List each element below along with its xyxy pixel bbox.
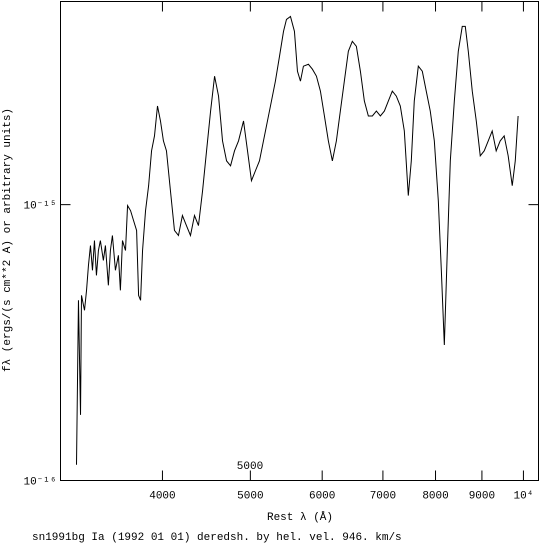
x-tick-label: 8000	[422, 491, 448, 503]
x-tick-label: 5000	[237, 491, 263, 503]
y-tick-label: 10⁻¹⁵	[23, 201, 56, 213]
x-tick-label: 7000	[370, 491, 396, 503]
caption: sn1991bg Ia (1992 01 01) deredsh. by hel…	[32, 532, 402, 544]
y-axis-label: fλ (ergs/(s cm**2 A) or arbitrary units)	[2, 108, 14, 372]
spectrum-line	[76, 15, 519, 465]
x-tick-label: 9000	[469, 491, 495, 503]
plot-frame	[60, 1, 539, 481]
x-tick-label: 4000	[149, 491, 175, 503]
x-axis-label: Rest λ (Å)	[267, 511, 333, 524]
x-tick-label: 10⁴	[514, 491, 534, 503]
y-tick-label: 10⁻¹⁶	[23, 477, 56, 489]
annotation: 5000	[237, 461, 263, 473]
x-tick-label: 6000	[309, 491, 335, 503]
